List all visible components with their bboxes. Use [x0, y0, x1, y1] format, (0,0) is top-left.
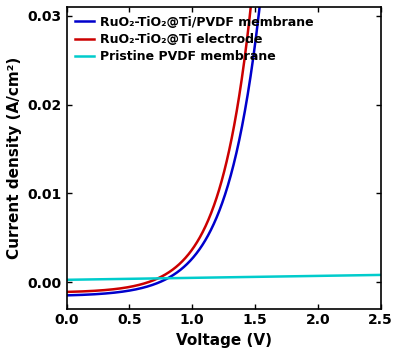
Line: Pristine PVDF membrane: Pristine PVDF membrane — [67, 275, 381, 280]
RuO₂-TiO₂@Ti electrode — [64, 290, 69, 294]
Line: RuO₂-TiO₂@Ti electrode: RuO₂-TiO₂@Ti electrode — [67, 0, 381, 292]
RuO₂-TiO₂@Ti electrode — [191, 245, 196, 250]
RuO₂-TiO₂@Ti/PVDF membrane — [202, 239, 207, 243]
Y-axis label: Current density (A/cm²): Current density (A/cm²) — [7, 57, 22, 259]
RuO₂-TiO₂@Ti electrode — [202, 225, 207, 230]
Pristine PVDF membrane — [280, 274, 285, 279]
Pristine PVDF membrane — [309, 274, 314, 278]
RuO₂-TiO₂@Ti/PVDF membrane — [64, 293, 69, 297]
Pristine PVDF membrane — [378, 273, 383, 277]
RuO₂-TiO₂@Ti/PVDF membrane — [191, 255, 196, 259]
X-axis label: Voltage (V): Voltage (V) — [176, 333, 272, 348]
RuO₂-TiO₂@Ti/PVDF membrane — [96, 292, 101, 296]
RuO₂-TiO₂@Ti electrode — [96, 288, 101, 293]
Pristine PVDF membrane — [64, 278, 69, 282]
Pristine PVDF membrane — [96, 277, 101, 282]
Pristine PVDF membrane — [202, 275, 207, 280]
Pristine PVDF membrane — [315, 274, 320, 278]
Line: RuO₂-TiO₂@Ti/PVDF membrane: RuO₂-TiO₂@Ti/PVDF membrane — [67, 0, 381, 295]
Pristine PVDF membrane — [191, 276, 196, 280]
Legend: RuO₂-TiO₂@Ti/PVDF membrane, RuO₂-TiO₂@Ti electrode, Pristine PVDF membrane: RuO₂-TiO₂@Ti/PVDF membrane, RuO₂-TiO₂@Ti… — [73, 13, 316, 66]
